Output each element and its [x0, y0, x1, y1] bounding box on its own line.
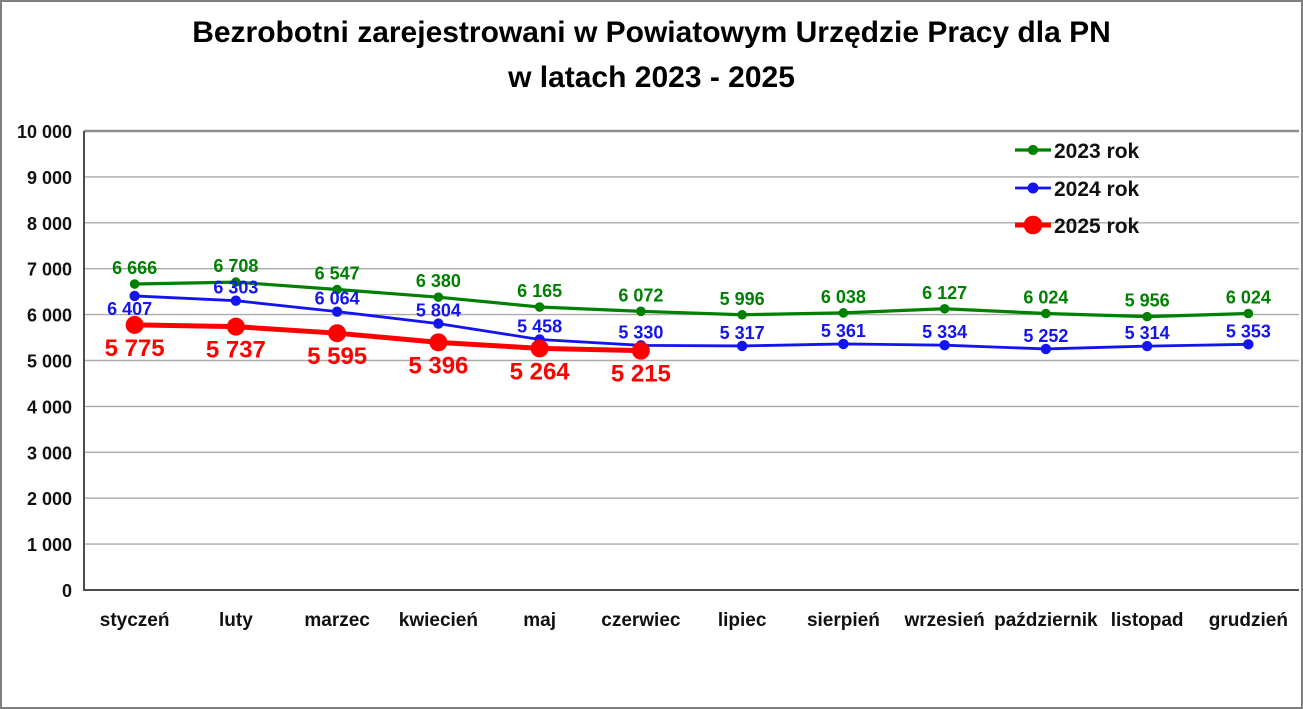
legend-marker-2025-rok [1023, 215, 1043, 235]
y-tick-label: 10 000 [17, 122, 72, 142]
y-tick-label: 8 000 [27, 214, 72, 234]
data-label-2023-rok: 6 024 [1023, 287, 1068, 307]
data-label-2025-rok: 5 396 [408, 352, 468, 379]
x-tick-label: wrzesień [903, 610, 984, 631]
data-label-2024-rok: 5 361 [821, 321, 866, 341]
marker-2023-rok [129, 279, 140, 289]
data-label-2024-rok: 5 804 [416, 301, 461, 321]
marker-2023-rok [737, 309, 747, 320]
y-tick-label: 5 000 [27, 352, 72, 372]
marker-2024-rok [1243, 339, 1254, 350]
marker-2024-rok [1040, 343, 1052, 355]
data-label-2023-rok: 6 708 [213, 256, 258, 276]
series-line-2024-rok [134, 294, 1249, 351]
data-label-2025-rok: 5 595 [307, 343, 367, 370]
y-tick-label: 9 000 [27, 168, 72, 188]
marker-2024-rok [230, 295, 242, 306]
x-tick-label: styczeń [100, 610, 170, 631]
marker-2024-rok [939, 339, 950, 351]
marker-2023-rok [433, 292, 444, 302]
y-tick-label: 6 000 [27, 306, 72, 326]
data-label-2025-rok: 5 215 [611, 361, 671, 388]
marker-2024-rok [331, 306, 343, 317]
legend-label-2023-rok: 2023 rok [1054, 140, 1140, 163]
y-tick-label: 1 000 [27, 535, 72, 555]
marker-2024-rok [838, 338, 849, 350]
marker-2024-rok [736, 340, 748, 352]
data-label-2025-rok: 5 737 [206, 337, 266, 364]
data-label-2023-rok: 6 380 [416, 271, 461, 291]
marker-2023-rok [534, 302, 545, 312]
data-label-2023-rok: 5 956 [1125, 291, 1170, 311]
data-label-2024-rok: 6 407 [107, 299, 152, 319]
data-label-2023-rok: 6 165 [517, 281, 562, 301]
chart-title: Bezrobotni zarejestrowani w Powiatowym U… [2, 10, 1301, 100]
data-label-2024-rok: 5 458 [517, 316, 562, 336]
data-label-2023-rok: 6 038 [821, 287, 866, 307]
marker-2024-rok [129, 290, 140, 302]
x-tick-label: marzec [304, 610, 370, 631]
x-tick-label: luty [219, 610, 253, 631]
marker-2023-rok [1243, 308, 1254, 319]
marker-2023-rok [1041, 308, 1051, 319]
y-tick-label: 3 000 [27, 443, 72, 463]
x-tick-label: listopad [1111, 610, 1184, 631]
x-tick-label: kwiecień [399, 610, 478, 631]
data-label-2023-rok: 6 666 [112, 258, 157, 278]
data-label-2024-rok: 5 314 [1125, 323, 1170, 343]
data-label-2024-rok: 5 252 [1023, 326, 1068, 346]
x-tick-label: sierpień [807, 610, 880, 631]
legend-label-2025-rok: 2025 rok [1054, 215, 1140, 238]
legend-label-2024-rok: 2024 rok [1054, 178, 1140, 201]
marker-2023-rok [332, 284, 342, 295]
chart-title-line1: Bezrobotni zarejestrowani w Powiatowym U… [192, 16, 1111, 49]
y-tick-label: 4 000 [27, 397, 72, 417]
data-label-2024-rok: 6 303 [213, 278, 258, 298]
x-tick-label: lipiec [718, 610, 767, 631]
marker-2023-rok [231, 277, 241, 287]
data-label-2025-rok: 5 775 [105, 335, 165, 362]
data-label-2024-rok: 5 353 [1226, 321, 1271, 341]
marker-2025-rok [631, 341, 650, 360]
data-label-2025-rok: 5 264 [510, 358, 571, 385]
data-label-2023-rok: 5 996 [720, 289, 765, 309]
data-label-2024-rok: 6 064 [315, 289, 360, 309]
marker-2024-rok [1141, 340, 1153, 352]
x-tick-label: czerwiec [601, 610, 681, 631]
data-label-2023-rok: 6 024 [1226, 287, 1271, 307]
series-line-2023-rok [134, 280, 1249, 319]
marker-2023-rok [1142, 311, 1152, 322]
marker-2023-rok [939, 303, 950, 314]
data-label-2023-rok: 6 547 [315, 263, 360, 283]
y-tick-label: 2 000 [27, 489, 72, 509]
marker-2024-rok [433, 318, 444, 329]
data-label-2023-rok: 6 127 [922, 283, 967, 303]
x-tick-label: październik [994, 610, 1098, 631]
marker-2025-rok [429, 333, 448, 352]
y-tick-label: 0 [62, 581, 72, 601]
series-line-2025-rok [134, 322, 641, 354]
x-tick-label: maj [523, 610, 556, 631]
marker-2025-rok [125, 315, 144, 334]
marker-2025-rok [328, 324, 347, 343]
x-tick-label: grudzień [1209, 610, 1288, 631]
data-label-2024-rok: 5 330 [618, 322, 663, 342]
marker-2025-rok [226, 317, 245, 336]
marker-2023-rok [636, 306, 646, 317]
data-label-2023-rok: 6 072 [618, 285, 663, 305]
marker-2025-rok [530, 339, 549, 358]
data-label-2024-rok: 5 334 [922, 322, 967, 342]
chart-title-line2: w latach 2023 - 2025 [508, 61, 795, 94]
marker-2023-rok [838, 308, 849, 318]
legend-marker-2023-rok [1027, 144, 1039, 156]
data-label-2024-rok: 5 317 [720, 323, 765, 343]
legend-marker-2024-rok [1027, 182, 1039, 194]
y-tick-label: 7 000 [27, 260, 72, 280]
